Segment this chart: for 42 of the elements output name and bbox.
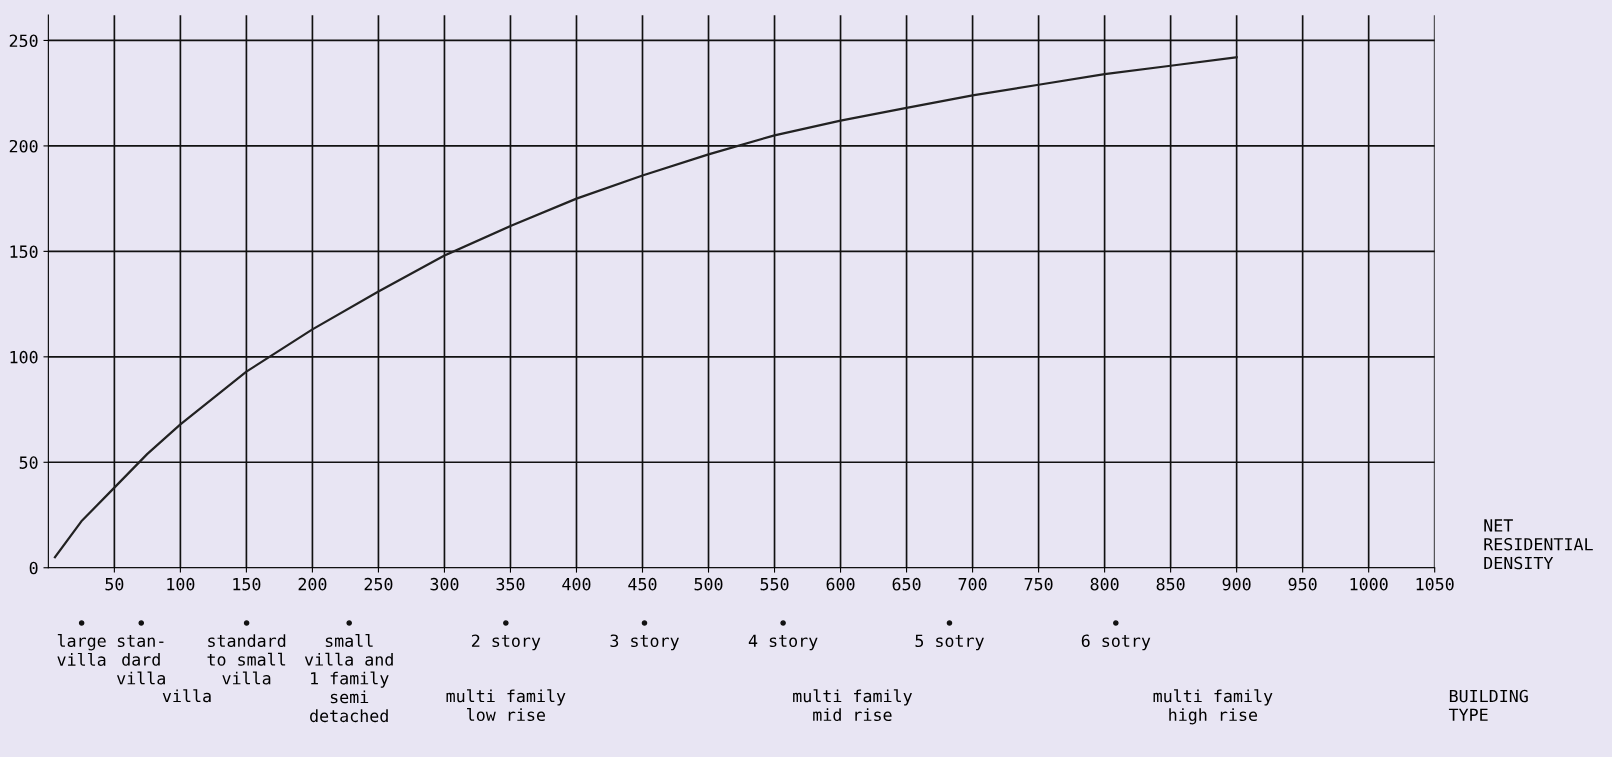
y-tick-label: 150 [10, 245, 38, 258]
y-tick-label: 200 [9, 139, 38, 153]
text: 3 story [610, 634, 679, 651]
text: standard to small villa [207, 634, 286, 685]
x-tick-label: 50 [105, 577, 124, 591]
text: 5 sotry [915, 634, 984, 651]
x-tick-label: 300 [430, 577, 459, 591]
x-tick-label: 550 [760, 577, 789, 591]
y-tick-label: 50 [19, 456, 38, 469]
x-tick-label: 900 [1222, 577, 1251, 591]
text: villa [162, 689, 211, 703]
text: large villa [57, 634, 106, 666]
x-tick-label: 650 [892, 577, 921, 591]
text: BUILDING TYPE [1448, 689, 1528, 721]
text: 2 story [471, 634, 541, 651]
x-tick-label: 850 [1156, 577, 1185, 591]
text: 6 sotry [1081, 634, 1151, 651]
x-tick-label: 250 [364, 577, 393, 591]
x-tick-label: 950 [1288, 577, 1317, 591]
text: multi family mid rise [793, 689, 912, 722]
x-tick-label: 450 [628, 577, 657, 591]
text: 4 story [748, 634, 818, 651]
x-tick-label: 100 [167, 577, 195, 591]
x-tick-label: 600 [826, 577, 855, 591]
x-tick-label: 750 [1024, 577, 1053, 591]
x-tick-label: 700 [958, 577, 987, 591]
line-series [53, 56, 1238, 559]
x-tick-label: 1050 [1416, 577, 1454, 591]
x-tick-label: 400 [562, 577, 591, 591]
text: small villa and 1 family semi detached [304, 634, 393, 723]
x-axis-title: NET RESIDENTIAL DENSITY [1484, 519, 1593, 570]
y-tick-label: 0 [29, 561, 38, 575]
text: multi family high rise [1153, 689, 1273, 725]
y-tick-label: 100 [10, 350, 38, 364]
x-tick-label: 350 [496, 577, 525, 591]
x-tick-label: 1000 [1350, 577, 1388, 591]
x-tick-label: 200 [298, 577, 327, 591]
x-tick-label: 500 [694, 577, 723, 591]
y-tick-label: 250 [9, 34, 38, 48]
x-tick-label: 150 [233, 577, 261, 591]
x-tick-label: 800 [1090, 577, 1119, 591]
text: multi family low rise [446, 689, 566, 722]
